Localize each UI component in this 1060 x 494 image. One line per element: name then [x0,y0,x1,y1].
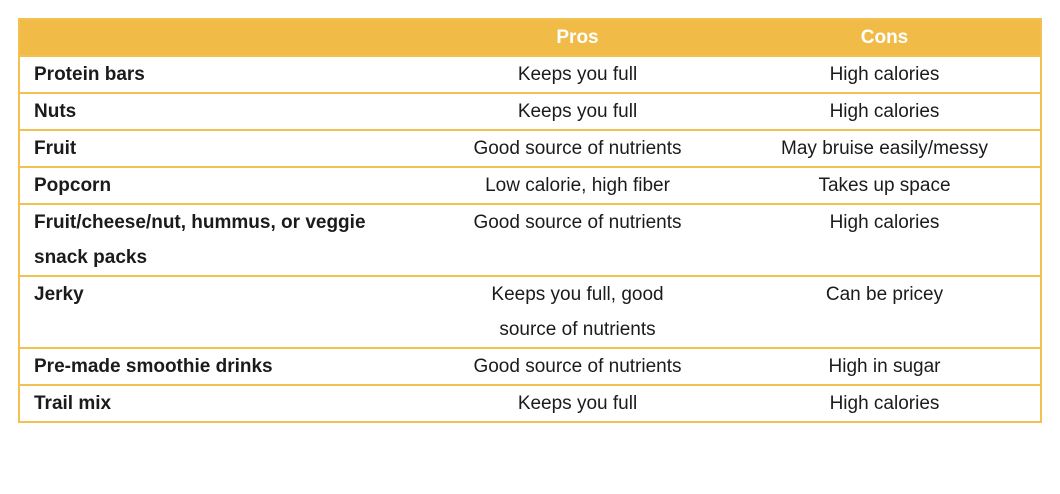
header-item-cell [19,19,426,56]
snack-item-label: Nuts [19,92,426,131]
table-row: Protein bars Keeps you full High calorie… [19,55,1041,94]
snack-item-label: Fruit [19,129,426,168]
table-row: Popcorn Low calorie, high fiber Takes up… [19,166,1041,205]
cons-value: Takes up space [729,166,1041,205]
table-row: Fruit Good source of nutrients May bruis… [19,129,1041,168]
page: Pros Cons Protein bars Keeps you full Hi… [18,18,1042,423]
pros-value: Good source of nutrients [426,129,729,168]
table-body: Protein bars Keeps you full High calorie… [19,55,1041,423]
table-row: Nuts Keeps you full High calories [19,92,1041,131]
snack-comparison-table: Pros Cons Protein bars Keeps you full Hi… [18,18,1042,423]
snack-item-label: Popcorn [19,166,426,205]
header-pros-cell: Pros [426,19,729,56]
cons-value: High in sugar [729,347,1041,386]
pros-value: Keeps you full, good source of nutrients [426,275,729,349]
snack-item-label: Protein bars [19,55,426,94]
snack-item-label: Fruit/cheese/nut, hummus, or veggie snac… [19,203,426,277]
header-row: Pros Cons [19,19,1041,56]
cons-value: High calories [729,55,1041,94]
table-row: Jerky Keeps you full, good source of nut… [19,275,1041,349]
cons-value: Can be pricey [729,275,1041,349]
cons-value: High calories [729,203,1041,277]
snack-item-label: Jerky [19,275,426,349]
pros-value: Low calorie, high fiber [426,166,729,205]
cons-value: May bruise easily/messy [729,129,1041,168]
snack-item-label: Pre-made smoothie drinks [19,347,426,386]
pros-value: Keeps you full [426,55,729,94]
pros-value: Good source of nutrients [426,347,729,386]
pros-value: Keeps you full [426,384,729,423]
header-cons-cell: Cons [729,19,1041,56]
cons-value: High calories [729,92,1041,131]
pros-value: Good source of nutrients [426,203,729,277]
pros-value: Keeps you full [426,92,729,131]
table-row: Pre-made smoothie drinks Good source of … [19,347,1041,386]
table-row: Trail mix Keeps you full High calories [19,384,1041,423]
snack-item-label: Trail mix [19,384,426,423]
table-row: Fruit/cheese/nut, hummus, or veggie snac… [19,203,1041,277]
cons-value: High calories [729,384,1041,423]
